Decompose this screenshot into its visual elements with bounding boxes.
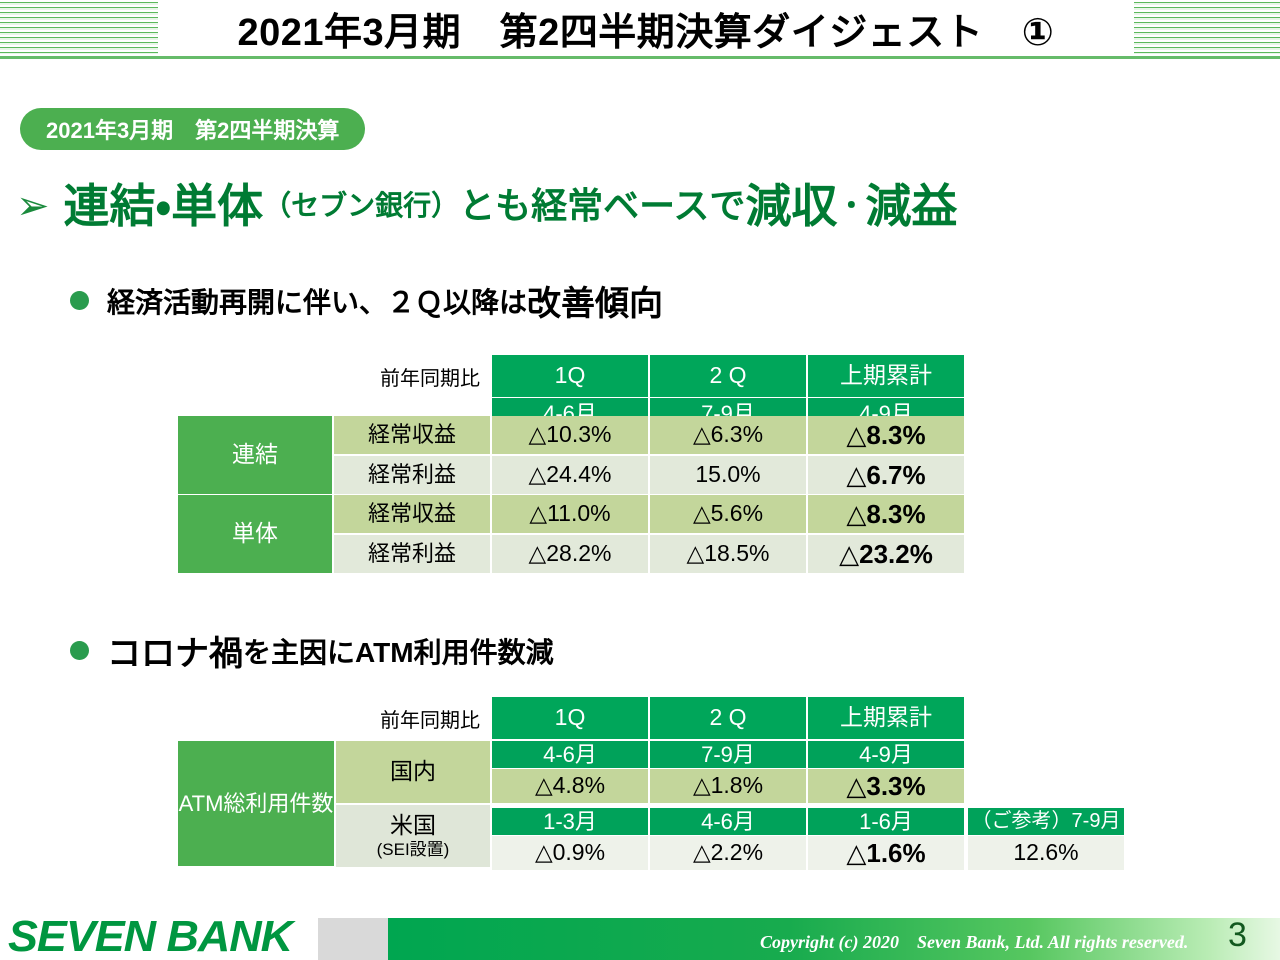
- table2-col-header-1q: 1Q: [492, 697, 648, 739]
- table2-period-1-0: 1-3月: [492, 808, 648, 835]
- table2-row-label-us: 米国 (SEI設置): [336, 805, 490, 867]
- slide-header: 2021年3月期 第2四半期決算ダイジェスト ①: [0, 0, 1280, 60]
- table1-row-label-0-1: 経常利益: [334, 456, 490, 494]
- table2-row-label-us-sub: (SEI設置): [376, 839, 450, 859]
- table2-period-1-1: 4-6月: [650, 808, 806, 835]
- bullet-dot-icon: [70, 291, 89, 310]
- table2-period-0-2: 4-9月: [808, 741, 964, 768]
- bullet-2-emphasis: コロナ禍: [107, 635, 243, 673]
- table1-col-header-2q: 2 Q: [650, 355, 806, 397]
- headline-part-3: とも経常ベースで: [459, 185, 746, 227]
- table1-row-label-1-0: 経常収益: [334, 495, 490, 533]
- page-number: 3: [1228, 916, 1247, 954]
- table1-row-label-1-1: 経常利益: [334, 535, 490, 573]
- headline-part-6: 減益: [865, 180, 958, 232]
- table2-reference-value: 12.6%: [968, 836, 1124, 870]
- table2-period-1-2: 1-6月: [808, 808, 964, 835]
- page-title: 2021年3月期 第2四半期決算ダイジェスト ①: [158, 0, 1134, 56]
- bullet-item-1: 経済活動再開に伴い、２Ｑ以降は 改善傾向: [70, 276, 663, 325]
- table2-period-0-1: 7-9月: [650, 741, 806, 768]
- table2-reference-header: （ご参考）7-9月: [968, 808, 1124, 835]
- table1-value-1-1-2: △23.2%: [808, 535, 964, 573]
- table2-col-header-2q: 2 Q: [650, 697, 806, 739]
- headline: ➢ 連結・単体 （セブン銀行） とも経常ベースで 減収 ・ 減益: [16, 180, 1266, 232]
- header-stripes-right: [1134, 2, 1280, 54]
- table2-value-1-1: △2.2%: [650, 836, 806, 870]
- table1-col-header-1q: 1Q: [492, 355, 648, 397]
- table1-group-nonconsolidated: 単体: [178, 495, 332, 573]
- header-stripes-left: [0, 2, 158, 54]
- table2-value-0-0: △4.8%: [492, 769, 648, 803]
- table1-value-0-1-2: △6.7%: [808, 456, 964, 494]
- table1-row-label-0-0: 経常収益: [334, 416, 490, 454]
- section-badge: 2021年3月期 第2四半期決算: [20, 108, 366, 150]
- table1-value-1-0-0: △11.0%: [492, 495, 648, 533]
- table1-value-1-1-0: △28.2%: [492, 535, 648, 573]
- table1-value-0-0-2: △8.3%: [808, 416, 964, 454]
- bullet-dot-icon: [70, 641, 89, 660]
- bullet-item-2: コロナ禍 を主因にATM利用件数減: [70, 626, 554, 675]
- bullet-1-emphasis: 改善傾向: [527, 285, 664, 323]
- seven-bank-logo: SEVEN BANK: [8, 912, 293, 960]
- table2-value-0-1: △1.8%: [650, 769, 806, 803]
- slide-footer: SEVEN BANK Copyright (c) 2020 Seven Bank…: [0, 910, 1280, 960]
- table2-period-0-0: 4-6月: [492, 741, 648, 768]
- table2-row-label-domestic: 国内: [336, 741, 490, 803]
- headline-part-1: 連結・単体: [63, 180, 264, 232]
- footer-gradient-bar: [388, 918, 1280, 960]
- table1-value-1-0-1: △5.6%: [650, 495, 806, 533]
- headline-part-4: 減収: [745, 180, 838, 232]
- table2-row-label-us-main: 米国: [390, 812, 436, 839]
- bullet-2-text: を主因にATM利用件数減: [243, 636, 554, 668]
- table1-value-0-0-0: △10.3%: [492, 416, 648, 454]
- table1-group-consolidated: 連結: [178, 416, 332, 494]
- table2-caption: 前年同期比: [380, 709, 480, 732]
- table2-col-header-total: 上期累計: [808, 697, 964, 739]
- table1-value-1-0-2: △8.3%: [808, 495, 964, 533]
- table1-value-1-1-1: △18.5%: [650, 535, 806, 573]
- arrow-bullet-icon: ➢: [16, 184, 50, 229]
- table2-value-1-2: △1.6%: [808, 836, 964, 870]
- table1-value-0-1-0: △24.4%: [492, 456, 648, 494]
- header-divider: [0, 56, 1280, 59]
- table2-value-1-0: △0.9%: [492, 836, 648, 870]
- table1-value-0-0-1: △6.3%: [650, 416, 806, 454]
- table1-value-0-1-1: 15.0%: [650, 456, 806, 494]
- headline-part-5: ・: [837, 190, 866, 222]
- bullet-1-text: 経済活動再開に伴い、２Ｑ以降は: [107, 286, 528, 318]
- headline-part-2: （セブン銀行）: [263, 190, 460, 222]
- footer-gray-block: [318, 918, 388, 960]
- copyright-text: Copyright (c) 2020 Seven Bank, Ltd. All …: [760, 932, 1189, 952]
- table1-col-header-total: 上期累計: [808, 355, 964, 397]
- table2-value-0-2: △3.3%: [808, 769, 964, 803]
- table2-group-label: ATM総利用件数: [178, 741, 334, 866]
- table1-caption: 前年同期比: [380, 367, 480, 390]
